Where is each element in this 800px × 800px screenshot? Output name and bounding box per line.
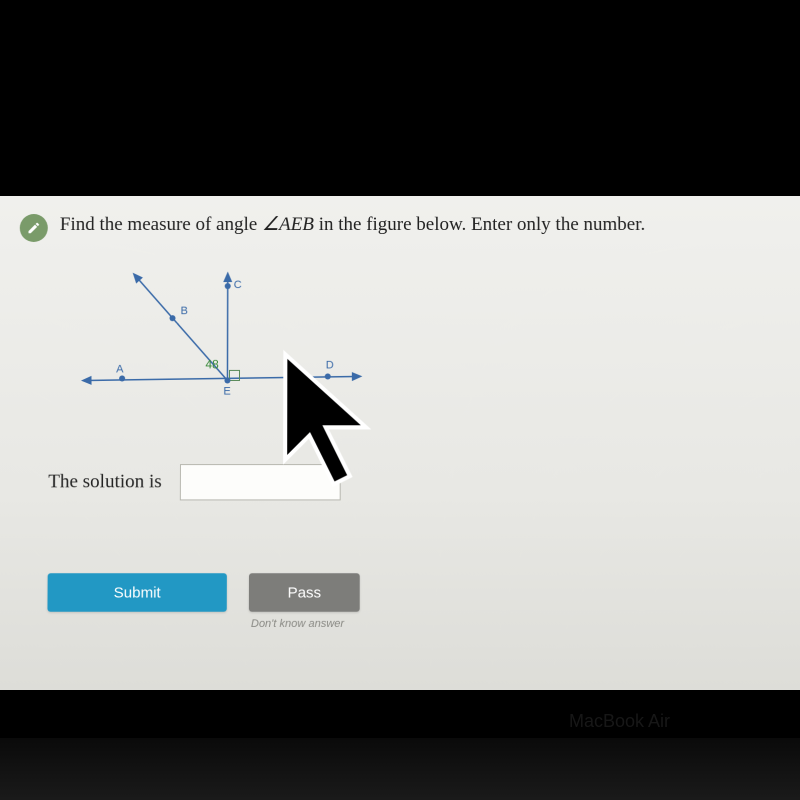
pass-button[interactable]: Pass xyxy=(249,573,360,612)
geometry-diagram: A B C D E 48 xyxy=(67,268,368,414)
question-suffix: in the figure below. Enter only the numb… xyxy=(314,214,645,235)
keyboard-edge xyxy=(0,738,800,800)
button-row: Submit Pass Don't know answer xyxy=(47,573,800,630)
solution-label: The solution is xyxy=(48,471,162,493)
question-text: Find the measure of angle ∠AEB in the fi… xyxy=(60,212,646,239)
solution-input[interactable] xyxy=(180,464,341,500)
problem-screen: Find the measure of angle ∠AEB in the fi… xyxy=(0,196,800,690)
svg-text:E: E xyxy=(223,386,230,398)
svg-text:C: C xyxy=(234,279,242,291)
dont-know-label: Don't know answer xyxy=(251,618,344,630)
pencil-icon xyxy=(20,214,48,242)
svg-text:D: D xyxy=(326,359,334,371)
svg-text:B: B xyxy=(181,305,188,317)
svg-text:A: A xyxy=(116,363,124,375)
question-angle: ∠AEB xyxy=(262,214,314,235)
question-prefix: Find the measure of angle xyxy=(60,214,262,235)
angle-value-label: 48 xyxy=(205,357,219,371)
pass-column: Pass Don't know answer xyxy=(249,573,360,630)
submit-button[interactable]: Submit xyxy=(47,573,226,612)
question-row: Find the measure of angle ∠AEB in the fi… xyxy=(0,196,800,250)
solution-row: The solution is xyxy=(48,464,800,500)
laptop-brand-text: MacBook Air xyxy=(569,711,670,732)
